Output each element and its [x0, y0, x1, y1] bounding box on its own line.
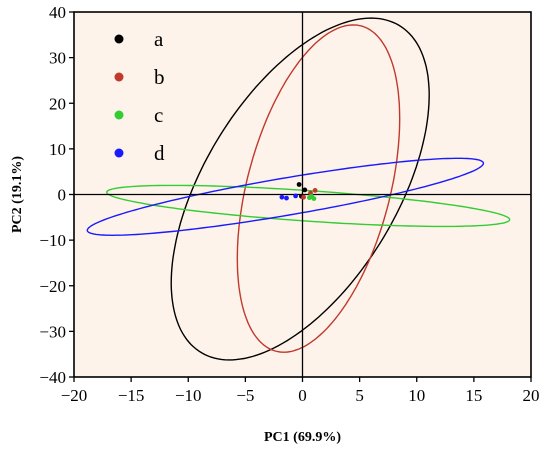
legend-label-b: b	[154, 65, 165, 89]
legend-marker-c	[114, 110, 124, 120]
point-b-1	[312, 188, 318, 193]
ellipse-b	[236, 24, 401, 353]
point-a-1	[296, 182, 302, 187]
point-c-3	[309, 193, 314, 199]
legend-label-a: a	[154, 27, 164, 51]
y-axis-title: PC2 (19.1%)	[10, 156, 25, 233]
legend-label-c: c	[154, 103, 163, 127]
point-b-3	[301, 194, 306, 200]
x-tick-label: −15	[118, 386, 145, 405]
x-axis-title: PC1 (69.9%)	[264, 430, 341, 445]
y-tick-label: −30	[39, 322, 66, 341]
y-axis-ticks: −40 −30 −20 −10 0 10 20 30 40	[39, 3, 74, 387]
legend-marker-a	[114, 34, 124, 44]
x-tick-label: 5	[355, 386, 364, 405]
point-d-1	[279, 194, 285, 200]
y-tick-label: 0	[58, 186, 67, 205]
y-tick-label: 20	[49, 94, 66, 113]
ellipse-a	[170, 17, 430, 361]
x-tick-label: −10	[175, 386, 202, 405]
x-tick-label: 0	[298, 386, 307, 405]
legend-marker-b	[114, 72, 124, 82]
ellipse-d	[86, 157, 485, 237]
y-tick-label: 10	[49, 140, 66, 159]
point-a-2	[302, 187, 308, 193]
x-axis-ticks: −20 −15 −10 −5 0 5 10 15 20	[61, 377, 540, 405]
x-tick-label: −20	[61, 386, 88, 405]
point-d-2	[284, 195, 289, 201]
x-tick-label: 20	[523, 386, 540, 405]
ellipse-c	[105, 184, 511, 228]
data-points	[279, 182, 318, 202]
legend-marker-d	[114, 148, 124, 158]
y-tick-label: −40	[39, 368, 66, 387]
y-tick-label: −10	[39, 231, 66, 250]
legend-label-d: d	[154, 141, 165, 165]
confidence-ellipses	[86, 17, 511, 361]
y-tick-label: 40	[49, 3, 66, 22]
y-tick-label: −20	[39, 277, 66, 296]
y-tick-label: 30	[49, 49, 66, 68]
point-d-3	[293, 193, 298, 199]
x-tick-label: 10	[408, 386, 425, 405]
x-tick-label: 15	[465, 386, 482, 405]
x-tick-label: −5	[236, 386, 254, 405]
